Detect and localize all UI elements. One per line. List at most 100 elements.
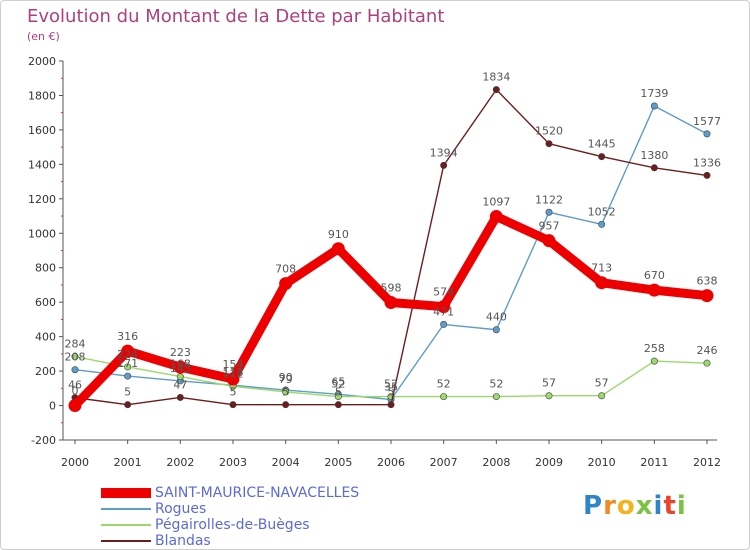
x-tick-label: 2003 (219, 456, 247, 469)
data-point (124, 363, 132, 371)
data-point (545, 208, 553, 216)
x-tick-label: 2012 (693, 456, 721, 469)
data-label: 143 (170, 362, 191, 375)
data-label: 574 (433, 286, 454, 299)
data-point (595, 276, 609, 290)
data-label: 1834 (482, 71, 510, 84)
y-tick-label: 1200 (28, 193, 56, 206)
data-label: 5 (335, 386, 342, 399)
data-label: 910 (328, 228, 349, 241)
y-tick-label: 1000 (28, 227, 56, 240)
data-point (71, 366, 79, 374)
legend-label: SAINT-MAURICE-NAVACELLES (155, 485, 360, 501)
data-label: 5 (282, 386, 289, 399)
x-tick-label: 2006 (377, 456, 405, 469)
data-point (703, 171, 711, 179)
data-point (279, 277, 293, 291)
data-label: 112 (223, 367, 244, 380)
y-tick-label: 600 (35, 296, 56, 309)
data-label: 52 (437, 378, 451, 391)
x-tick-label: 2001 (114, 456, 142, 469)
legend-swatch (101, 488, 151, 498)
data-point (226, 372, 240, 386)
data-label: 5 (124, 386, 131, 399)
data-label: 246 (697, 344, 718, 357)
data-label: 5 (230, 386, 237, 399)
proxiti-logo: Proxiti (583, 491, 687, 521)
data-label: 1577 (693, 115, 721, 128)
legend-label: Blandas (155, 533, 211, 549)
chart-subtitle: (en €) (27, 30, 60, 43)
data-label: 638 (697, 275, 718, 288)
data-point (489, 210, 503, 224)
data-point (282, 401, 290, 409)
data-label: 598 (381, 282, 402, 295)
y-tick-label: 800 (35, 262, 56, 275)
data-point (545, 140, 553, 148)
x-tick-label: 2008 (482, 456, 510, 469)
legend-swatch (101, 540, 151, 542)
data-label: 47 (173, 378, 187, 391)
legend-swatch (101, 508, 151, 510)
x-tick-label: 2004 (272, 456, 300, 469)
data-point (331, 242, 345, 256)
data-point (387, 401, 395, 409)
data-label: 1052 (588, 205, 616, 218)
data-point (440, 320, 448, 328)
data-label: 713 (591, 262, 612, 275)
x-tick-label: 2009 (535, 456, 563, 469)
data-point (437, 300, 451, 314)
data-label: 46 (68, 379, 82, 392)
data-point (703, 359, 711, 367)
data-point (650, 102, 658, 110)
legend-swatch (101, 524, 151, 526)
data-point (542, 234, 556, 248)
logo-letter: i (676, 491, 687, 521)
data-point (598, 153, 606, 161)
data-label: 316 (117, 330, 138, 343)
data-point (121, 344, 135, 358)
data-label: 65 (331, 375, 345, 388)
chart-title: Evolution du Montant de la Dette par Hab… (27, 6, 445, 27)
data-point (229, 401, 237, 409)
data-label: 1739 (640, 87, 668, 100)
data-point (440, 393, 448, 401)
data-label: 118 (223, 366, 244, 379)
data-label: 1336 (693, 156, 721, 169)
y-tick-label: 1600 (28, 124, 56, 137)
data-label: 1520 (535, 125, 563, 138)
data-label: 52 (384, 378, 398, 391)
data-label: 284 (65, 338, 86, 351)
y-tick-label: 2000 (28, 55, 56, 68)
data-label: 957 (539, 220, 560, 233)
data-label: 0 (72, 385, 79, 398)
logo-letter: x (635, 491, 654, 521)
data-point (440, 161, 448, 169)
logo-letter: r (603, 491, 617, 521)
data-label: 1445 (588, 138, 616, 151)
logo-letter: t (663, 491, 677, 521)
data-label: 440 (486, 311, 507, 324)
data-point (650, 164, 658, 172)
y-tick-label: 1800 (28, 89, 56, 102)
data-point (492, 86, 500, 94)
data-label: 57 (542, 377, 556, 390)
data-point (703, 130, 711, 138)
data-point (492, 393, 500, 401)
y-tick-label: 400 (35, 331, 56, 344)
data-point (71, 353, 79, 361)
data-label: 1122 (535, 193, 563, 206)
data-label: 708 (275, 263, 296, 276)
legend-label: Rogues (155, 501, 207, 517)
data-label: 154 (223, 358, 244, 371)
y-tick-label: 200 (35, 365, 56, 378)
data-label: 52 (331, 378, 345, 391)
data-label: 171 (117, 357, 138, 370)
data-label: 5 (388, 386, 395, 399)
data-point (334, 401, 342, 409)
data-point (68, 399, 82, 413)
data-label: 223 (170, 346, 191, 359)
data-point (173, 360, 187, 374)
y-tick-label: 1400 (28, 158, 56, 171)
